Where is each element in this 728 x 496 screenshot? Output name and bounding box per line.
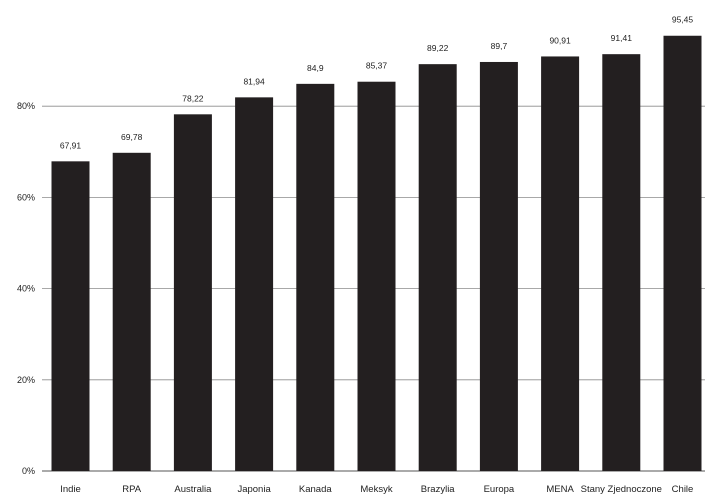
category-label: Kanada [299,484,332,495]
category-label: MENA [546,484,574,495]
category-label: Meksyk [360,484,392,495]
y-tick-label: 80% [17,101,35,111]
category-label: Stany Zjednoczone [581,484,662,495]
value-label: 69,78 [121,132,143,142]
y-tick-label: 20% [17,375,35,385]
bar-kanada [296,83,335,471]
bar-japonia [235,97,274,471]
bars [51,35,702,472]
value-label: 89,7 [491,41,508,51]
bar-australia [173,114,212,471]
bar-indie [51,161,90,472]
category-label: Brazylia [421,484,456,495]
y-tick-label: 40% [17,284,35,294]
y-tick-label: 60% [17,192,35,202]
bar-mena [541,56,580,471]
bar-rpa [112,152,151,471]
category-label: RPA [122,484,141,495]
category-label: Japonia [237,484,271,495]
bar-brazylia [418,64,457,471]
value-label: 85,37 [366,61,388,71]
category-label: Chile [672,484,694,495]
bar-chile [663,35,702,472]
category-label: Europa [484,484,515,495]
y-axis-ticks: 0% 20% 40% 60% 80% [17,101,35,476]
bar-stany-zjednoczone [602,54,641,471]
value-label: 91,41 [611,33,633,43]
value-label: 90,91 [549,35,571,45]
bar-europa [479,61,518,472]
value-label: 67,91 [60,140,82,150]
y-tick-label: 0% [22,466,35,476]
value-labels: 67,91 69,78 78,22 81,94 84,9 85,37 89,22 89,7 90… [60,15,694,151]
value-label: 81,94 [243,76,265,86]
bar-meksyk [357,81,396,471]
value-label: 84,9 [307,63,324,73]
value-label: 89,22 [427,43,449,53]
value-label: 95,45 [672,15,694,25]
value-label: 78,22 [182,93,204,103]
x-axis-categories: Indie RPA Australia Japonia Kanada Meksyk Braz… [60,484,693,495]
category-label: Australia [174,484,212,495]
category-label: Indie [60,484,81,495]
